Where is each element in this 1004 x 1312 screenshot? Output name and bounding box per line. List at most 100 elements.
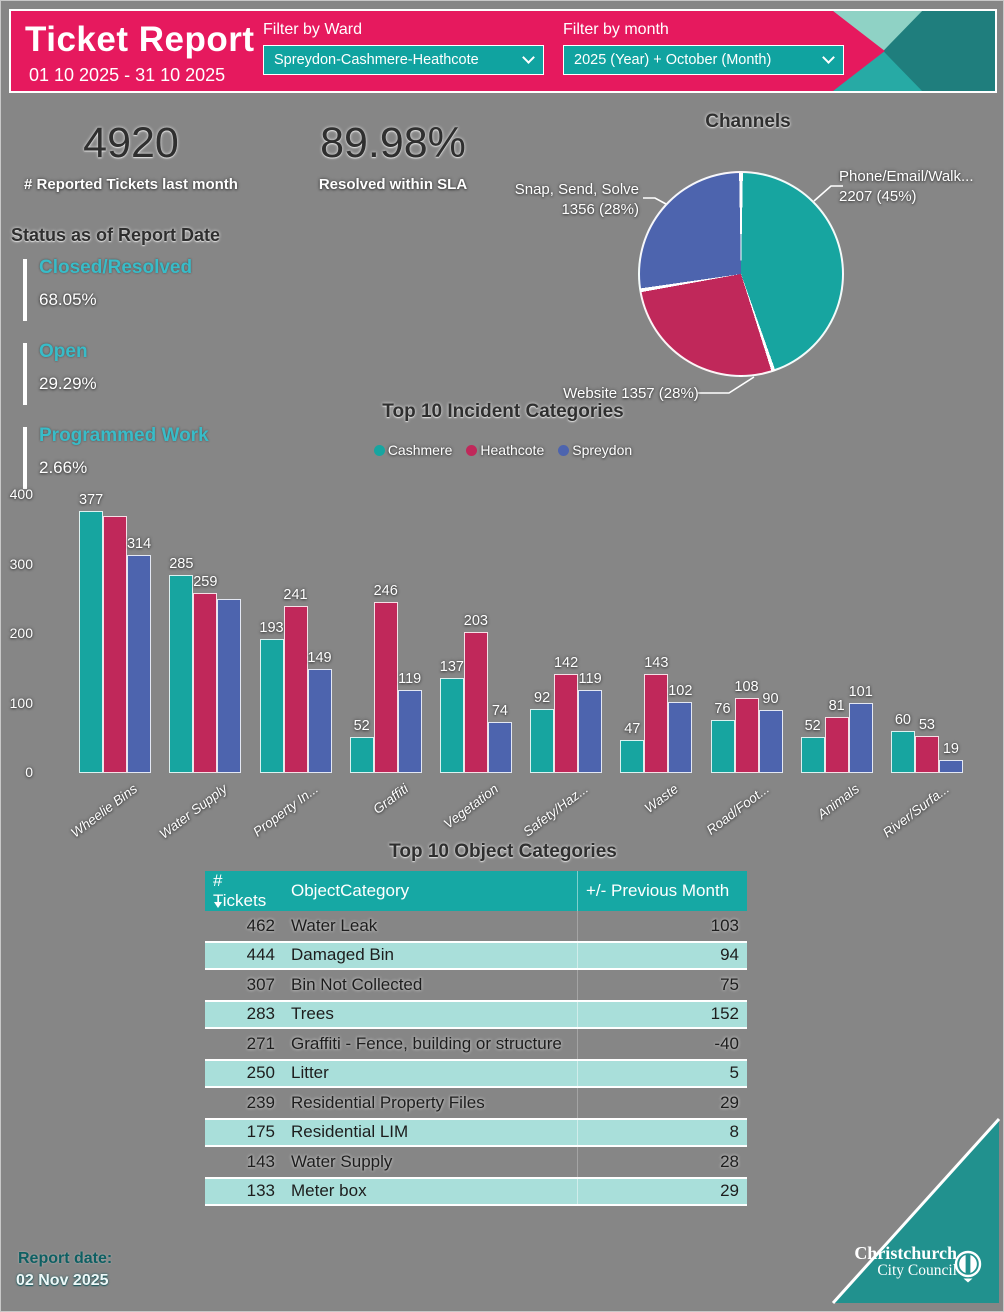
cell-delta: 75 — [577, 970, 747, 1000]
status-label: Programmed Work — [39, 425, 209, 446]
bar-cashmere-water-supply[interactable] — [169, 575, 194, 773]
table-row-meter-box[interactable]: 133 Meter box 29 — [205, 1176, 747, 1206]
sort-descending-icon — [214, 902, 222, 908]
bar-heathcote-safety-haz-[interactable] — [554, 674, 579, 773]
bar-cashmere-road-foot-[interactable] — [710, 720, 735, 773]
bar-cashmere-waste[interactable] — [620, 740, 645, 773]
bar-cashmere-vegetation[interactable] — [439, 678, 464, 773]
bar-value-label: 92 — [534, 690, 551, 706]
bar-heathcote-vegetation[interactable] — [463, 632, 488, 773]
bar-cashmere-wheelie-bins[interactable] — [79, 511, 104, 773]
bar-cashmere-animals[interactable] — [800, 737, 825, 773]
bar-spreydon-water-supply[interactable] — [217, 599, 242, 773]
cell-tickets: 250 — [246, 1063, 275, 1083]
chevron-down-icon — [822, 51, 835, 64]
chevron-down-icon — [522, 51, 535, 64]
table-row-bin-not-collected[interactable]: 307 Bin Not Collected 75 — [205, 970, 747, 1000]
bar-heathcote-river-surfa-[interactable] — [914, 736, 939, 773]
bar-heathcote-waste[interactable] — [644, 674, 669, 773]
table-row-residential-property-files[interactable]: 239 Residential Property Files 29 — [205, 1088, 747, 1118]
bar-value-label: 377 — [78, 492, 104, 508]
bar-value-label: 74 — [491, 703, 508, 719]
status-item-programmed-work: Programmed Work 2.66% — [23, 425, 253, 489]
channels-pie-chart[interactable] — [638, 171, 844, 377]
bar-cashmere-graffiti[interactable] — [349, 737, 374, 773]
bar-value-label: 285 — [169, 556, 194, 572]
bar-spreydon-graffiti[interactable] — [397, 690, 422, 773]
status-title: Status as of Report Date — [11, 225, 221, 245]
legend-item-spreydon[interactable]: Spreydon — [558, 442, 632, 458]
cell-category: Residential Property Files — [291, 1092, 485, 1112]
cell-category: Meter box — [291, 1181, 367, 1201]
bar-spreydon-road-foot-[interactable] — [758, 710, 783, 773]
legend-item-heathcote[interactable]: Heathcote — [466, 442, 544, 458]
y-axis-tick-200: 200 — [9, 625, 33, 641]
pie-label-phone-email-walk-: Phone/Email/Walk... 2207 (45%) — [839, 168, 974, 205]
cell-delta: 28 — [577, 1147, 747, 1177]
bar-heathcote-wheelie-bins[interactable] — [103, 516, 128, 773]
bar-value-label: 102 — [668, 683, 693, 699]
council-name-line1: Christchurch — [854, 1243, 957, 1263]
bar-heathcote-property-in-[interactable] — [283, 606, 308, 773]
report-date-label: Report date: — [18, 1250, 113, 1267]
bar-value-label: 193 — [259, 620, 284, 636]
table-header-row: # Tickets ObjectCategory +/- Previous Mont… — [205, 871, 747, 911]
object-category-table: # Tickets ObjectCategory +/- Previous Mont… — [205, 871, 747, 1206]
y-axis-tick-400: 400 — [9, 486, 33, 502]
bar-value-label: 60 — [894, 712, 911, 728]
kpi-sla: 89.98% Resolved within SLA — [288, 119, 498, 193]
bar-spreydon-waste[interactable] — [668, 702, 693, 773]
bar-heathcote-graffiti[interactable] — [373, 602, 398, 773]
bar-value-label: 119 — [398, 671, 422, 687]
cell-category: Water Leak — [291, 915, 378, 935]
table-row-water-supply[interactable]: 143 Water Supply 28 — [205, 1147, 747, 1177]
bar-value-label: 47 — [624, 721, 641, 737]
cell-delta: 152 — [577, 1001, 747, 1027]
filter-ward-label: Filter by Ward — [263, 21, 362, 38]
bar-spreydon-safety-haz-[interactable] — [578, 690, 603, 773]
bar-heathcote-animals[interactable] — [824, 717, 849, 773]
bar-heathcote-water-supply[interactable] — [193, 593, 218, 773]
filter-month: Filter by month 2025 (Year) + October (M… — [563, 21, 844, 75]
bar-spreydon-vegetation[interactable] — [487, 722, 512, 773]
table-row-water-leak[interactable]: 462 Water Leak 103 — [205, 911, 747, 941]
table-row-damaged-bin[interactable]: 444 Damaged Bin 94 — [205, 940, 747, 970]
table-row-graffiti-fence-building-or-structure[interactable]: 271 Graffiti - Fence, building or structu… — [205, 1029, 747, 1059]
legend-item-cashmere[interactable]: Cashmere — [373, 442, 452, 458]
month-dropdown[interactable]: 2025 (Year) + October (Month) — [563, 45, 844, 75]
table-header--tickets[interactable]: # Tickets — [213, 871, 267, 910]
bar-spreydon-river-surfa-[interactable] — [938, 760, 963, 773]
bar-cashmere-property-in-[interactable] — [259, 639, 284, 773]
header-banner: Ticket Report 01 10 2025 - 31 10 2025 Fi… — [9, 9, 997, 93]
cell-category: Damaged Bin — [291, 945, 395, 965]
table-header-objectcategory[interactable]: ObjectCategory — [291, 881, 410, 900]
bar-spreydon-property-in-[interactable] — [307, 669, 332, 773]
report-date-value: 02 Nov 2025 — [16, 1272, 109, 1289]
bar-spreydon-animals[interactable] — [848, 703, 873, 773]
bar-value-label: 101 — [848, 684, 873, 700]
cell-category: Trees — [291, 1004, 334, 1024]
table-title: Top 10 Object Categories — [389, 841, 617, 862]
cell-tickets: 143 — [246, 1151, 275, 1171]
cell-tickets: 133 — [246, 1181, 275, 1201]
cell-category: Graffiti - Fence, building or structure — [291, 1033, 562, 1053]
bar-cashmere-safety-haz-[interactable] — [530, 709, 555, 773]
table-row-litter[interactable]: 250 Litter 5 — [205, 1058, 747, 1088]
cell-tickets: 444 — [246, 945, 275, 965]
pie-title: Channels — [705, 111, 791, 132]
ward-dropdown[interactable]: Spreydon-Cashmere-Heathcote — [263, 45, 544, 75]
bar-cashmere-river-surfa-[interactable] — [890, 731, 915, 773]
bar-value-label: 137 — [439, 659, 464, 675]
status-label: Closed/Resolved — [39, 257, 193, 278]
cell-delta: 8 — [577, 1119, 747, 1145]
table-header--previous-month[interactable]: +/- Previous Month — [577, 871, 747, 911]
bar-value-label: 119 — [578, 671, 602, 687]
bar-value-label: 108 — [734, 679, 759, 695]
bar-heathcote-road-foot-[interactable] — [734, 698, 759, 773]
legend-dot-icon — [558, 444, 570, 456]
table-row-trees[interactable]: 283 Trees 152 — [205, 999, 747, 1029]
legend-label: Heathcote — [480, 442, 545, 458]
table-row-residential-lim[interactable]: 175 Residential LIM 8 — [205, 1117, 747, 1147]
page-title: Ticket Report — [25, 20, 255, 59]
bar-spreydon-wheelie-bins[interactable] — [127, 555, 152, 773]
